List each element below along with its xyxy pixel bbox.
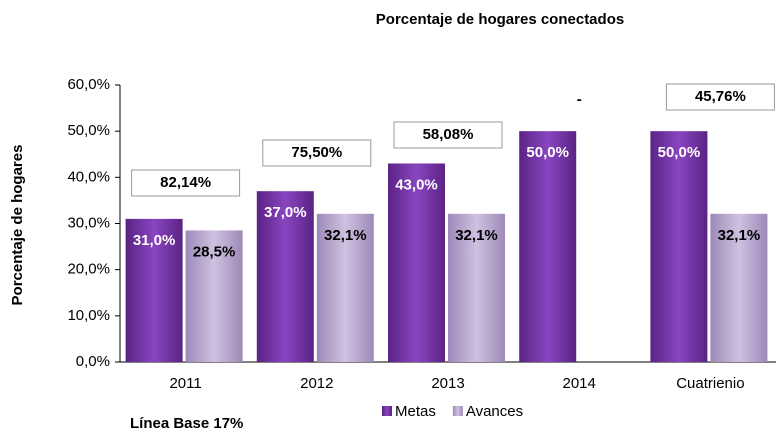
value-label: 50,0% — [658, 144, 701, 161]
legend-swatch — [382, 406, 392, 416]
y-tick-label: 10,0% — [67, 307, 110, 324]
x-tick-label: 2013 — [431, 375, 464, 392]
chart-title: Porcentaje de hogares conectados — [376, 11, 624, 28]
annotation-box — [665, 83, 775, 111]
y-axis-label: Porcentaje de hogares — [9, 145, 26, 306]
annotation-box — [131, 169, 241, 197]
bar — [125, 218, 183, 362]
annotation-box — [393, 121, 503, 149]
bar — [388, 163, 445, 362]
bar — [256, 191, 314, 362]
annotation: 75,50% — [291, 144, 342, 161]
value-label: 32,1% — [718, 227, 761, 244]
annotation: 58,08% — [423, 126, 474, 143]
annotation-box — [262, 139, 372, 167]
x-tick-label: 2011 — [169, 375, 201, 392]
value-label: 32,1% — [455, 227, 498, 244]
value-label: 43,0% — [395, 176, 438, 193]
footnote: Línea Base 17% — [130, 415, 243, 432]
y-tick-label: 30,0% — [67, 214, 110, 231]
annotation: 45,76% — [695, 88, 746, 105]
bar — [650, 131, 708, 362]
bar — [519, 131, 577, 362]
legend-label: Metas — [395, 403, 436, 420]
legend-label: Avances — [466, 403, 523, 420]
bar — [710, 213, 768, 362]
value-label: 32,1% — [324, 227, 367, 244]
value-label: 50,0% — [526, 144, 569, 161]
value-label: 31,0% — [133, 232, 176, 249]
bar — [185, 230, 243, 362]
value-label: 28,5% — [193, 243, 236, 260]
x-tick-label: 2012 — [300, 375, 333, 392]
y-tick-label: 0,0% — [76, 353, 110, 370]
bar — [316, 213, 374, 362]
legend-swatch — [452, 406, 463, 416]
y-tick-label: 60,0% — [67, 76, 110, 93]
x-tick-label: Cuatrienio — [676, 375, 744, 392]
value-label: 37,0% — [264, 204, 307, 221]
bar — [448, 213, 505, 362]
y-tick-label: 40,0% — [67, 168, 110, 185]
annotation: - — [577, 91, 582, 108]
y-tick-label: 20,0% — [67, 261, 110, 278]
annotation: 82,14% — [160, 174, 211, 191]
y-tick-label: 50,0% — [67, 122, 110, 139]
x-tick-label: 2014 — [563, 375, 596, 392]
